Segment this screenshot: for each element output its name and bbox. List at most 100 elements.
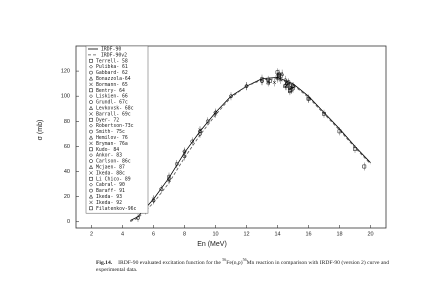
data-point xyxy=(280,71,285,76)
data-point xyxy=(198,129,202,134)
data-point xyxy=(283,77,288,82)
data-point xyxy=(174,162,179,166)
legend-label: Robertson-73c xyxy=(96,123,134,129)
data-point xyxy=(213,110,218,115)
legend-label: Ikeda- 93 xyxy=(96,194,122,200)
legend-marker xyxy=(89,58,93,63)
data-point xyxy=(266,80,271,85)
data-point xyxy=(205,119,210,124)
legend-label: Mcjaen- 87 xyxy=(96,165,125,171)
data-point xyxy=(286,82,291,87)
legend-marker xyxy=(89,88,93,93)
legend-label: Cabral- 90 xyxy=(96,182,125,188)
legend-marker xyxy=(89,200,93,205)
legend-label: Ikeda- 88c xyxy=(96,170,125,176)
x-tick-label: 4 xyxy=(121,231,124,237)
y-tick-label: 60 xyxy=(64,144,70,150)
legend-marker xyxy=(89,100,93,104)
legend-label: Bryman- 76a xyxy=(96,141,128,147)
legend-label: Barrall- 69c xyxy=(96,111,131,117)
legend-marker xyxy=(89,171,93,175)
caption-text: Fe(n,p) xyxy=(226,259,243,266)
legend-label: Bonazzola-64 xyxy=(96,76,131,82)
legend-label: IRDF-90 xyxy=(101,47,121,53)
data-point xyxy=(288,86,292,91)
data-point xyxy=(306,96,311,101)
legend-label: Li Chico- 89 xyxy=(96,176,131,182)
legend-label: Grundl- 67c xyxy=(96,100,128,106)
x-tick-label: 10 xyxy=(212,231,218,237)
legend-label: Gabbard- 62 xyxy=(96,70,128,76)
legend-marker xyxy=(88,135,94,140)
caption-text: 56 xyxy=(222,257,227,262)
legend-marker xyxy=(89,82,93,87)
legend-label: Baraff- 91 xyxy=(96,188,125,194)
data-point xyxy=(190,139,195,144)
legend-label: Ikeda- 92 xyxy=(96,200,122,206)
caption-text: IRDF-90 evaluated excitation function fo… xyxy=(118,259,223,266)
legend-label: Bentry- 64 xyxy=(96,88,125,94)
data-point xyxy=(362,164,367,169)
data-point xyxy=(159,187,164,191)
data-point xyxy=(277,75,281,80)
legend-marker xyxy=(89,94,93,99)
legend-marker xyxy=(89,123,93,128)
y-tick-label: 100 xyxy=(61,94,70,100)
data-point xyxy=(167,174,171,179)
legend-marker xyxy=(88,194,94,199)
legend-marker xyxy=(89,129,93,134)
curve xyxy=(130,76,371,221)
data-point xyxy=(283,82,288,87)
y-tick-label: 40 xyxy=(64,169,70,175)
data-point xyxy=(260,79,264,83)
legend-label: Carlson- 86c xyxy=(96,159,131,165)
x-tick-label: 20 xyxy=(367,231,373,237)
caption-text: Mn reaction in comparison with IRDF-90 (… xyxy=(96,259,390,273)
x-tick-label: 8 xyxy=(183,231,186,237)
legend-label: Kudo- 84 xyxy=(96,147,119,153)
data-point xyxy=(291,84,295,89)
legend-label: Smith- 75c xyxy=(96,129,125,135)
legend-marker xyxy=(89,159,93,163)
caption: Fig.14. IRDF-90 evaluated excitation func… xyxy=(96,256,396,274)
data-point xyxy=(182,149,187,154)
legend-marker xyxy=(89,176,93,181)
legend-label: Ankor- 83 xyxy=(96,153,122,159)
legend-marker xyxy=(89,153,93,158)
x-tick-label: 14 xyxy=(274,231,280,237)
y-tick-label: 20 xyxy=(64,194,70,200)
legend-marker xyxy=(89,206,93,211)
legend-marker xyxy=(89,147,93,152)
legend-marker xyxy=(89,141,93,146)
legend-marker xyxy=(88,76,94,81)
data-point xyxy=(322,111,326,116)
legend-label: Dyer- 72 xyxy=(96,117,119,123)
legend-label: Pulibka- 61 xyxy=(96,64,128,70)
curve xyxy=(130,78,371,223)
legend-box xyxy=(85,45,149,214)
legend-marker xyxy=(89,188,93,193)
y-tick-label: 0 xyxy=(67,219,70,225)
legend-label: Filatenkov-96c xyxy=(96,206,137,212)
data-point xyxy=(136,216,140,220)
x-tick-label: 2 xyxy=(90,231,93,237)
legend-marker xyxy=(88,105,94,110)
data-point xyxy=(229,94,233,98)
x-axis-label: En (MeV) xyxy=(197,241,227,248)
y-tick-label: 80 xyxy=(64,119,70,125)
legend-label: Hemilov- 76 xyxy=(96,135,128,141)
data-point xyxy=(337,129,342,134)
data-point xyxy=(275,76,280,81)
x-tick-label: 6 xyxy=(152,231,155,237)
caption-text: 56 xyxy=(242,257,247,262)
data-point xyxy=(182,154,187,159)
data-point xyxy=(266,78,271,82)
data-point xyxy=(353,147,357,151)
legend-label: Liskien- 66 xyxy=(96,94,128,100)
x-tick-label: 16 xyxy=(305,231,311,237)
x-tick-label: 18 xyxy=(336,231,342,237)
legend-marker xyxy=(88,164,94,169)
data-point xyxy=(151,198,156,203)
legend-label: Levkovsk- 68c xyxy=(96,106,134,112)
